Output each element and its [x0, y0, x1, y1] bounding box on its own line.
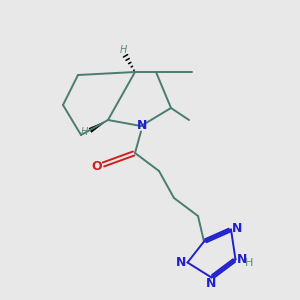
Text: N: N — [206, 277, 217, 290]
Text: H: H — [245, 257, 253, 268]
Text: N: N — [237, 253, 247, 266]
Text: N: N — [137, 119, 147, 132]
Polygon shape — [88, 120, 108, 133]
Text: N: N — [232, 221, 242, 235]
Text: O: O — [91, 160, 102, 173]
Text: H: H — [119, 45, 127, 55]
Text: H: H — [81, 127, 88, 137]
Text: N: N — [176, 256, 186, 269]
